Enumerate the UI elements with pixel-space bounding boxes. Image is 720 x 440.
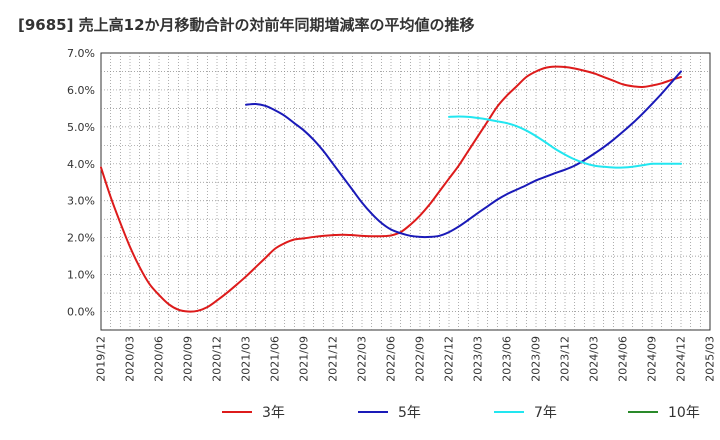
x-tick-label: 2023/03 — [472, 336, 485, 382]
x-tick-label: 2021/09 — [298, 336, 311, 382]
y-tick-label: 1.0% — [67, 269, 95, 282]
legend-label-1: 3年 — [262, 405, 285, 421]
x-tick-label: 2025/03 — [704, 336, 717, 382]
plot-area — [100, 52, 711, 331]
series-line-3 — [448, 115, 682, 169]
x-tick-label: 2020/06 — [153, 336, 166, 382]
x-tick-label: 2024/06 — [617, 336, 630, 382]
x-tick-label: 2021/03 — [240, 336, 253, 382]
x-tick-label: 2020/09 — [182, 336, 195, 382]
axes: 0.0% 1.0% 2.0% 3.0% 4.0% 5.0% 6.0% 7.0% 2019/12 2… — [67, 47, 716, 382]
x-tick-label: 2023/09 — [530, 336, 543, 382]
x-tick-label: 2019/12 — [95, 336, 108, 382]
legend-label-3: 7年 — [534, 405, 557, 421]
x-tick-label: 2023/06 — [501, 336, 514, 382]
y-tick-label: 2.0% — [67, 232, 95, 245]
y-tick-label: 6.0% — [67, 84, 95, 97]
legend: 3年 5年 7年 10年 — [222, 405, 700, 421]
series-line-2 — [245, 70, 682, 239]
x-tick-label: 2022/06 — [385, 336, 398, 382]
series-line-1 — [100, 65, 682, 313]
legend-label-4: 10年 — [668, 405, 700, 421]
y-tick-label: 7.0% — [67, 47, 95, 60]
x-tick-label: 2024/12 — [675, 336, 688, 382]
y-tick-label: 4.0% — [67, 158, 95, 171]
y-tick-label: 3.0% — [67, 195, 95, 208]
x-tick-label: 2020/12 — [211, 336, 224, 382]
x-tick-label: 2021/06 — [269, 336, 282, 382]
x-tick-label: 2021/12 — [327, 336, 340, 382]
chart-title: [9685] 売上高12か月移動合計の対前年同期増減率の平均値の推移 — [18, 16, 475, 34]
legend-label-2: 5年 — [398, 405, 421, 421]
x-tick-label: 2024/03 — [588, 336, 601, 382]
x-tick-label: 2024/09 — [646, 336, 659, 382]
y-tick-label: 0.0% — [67, 306, 95, 319]
x-tick-label: 2022/09 — [414, 336, 427, 382]
x-tick-label: 2023/12 — [559, 336, 572, 382]
x-tick-label: 2020/03 — [124, 336, 137, 382]
grid-lines — [101, 53, 710, 330]
y-tick-label: 5.0% — [67, 121, 95, 134]
x-tick-label: 2022/12 — [443, 336, 456, 382]
series-lines — [100, 65, 682, 313]
plot-frame — [100, 52, 711, 331]
x-tick-label: 2022/03 — [356, 336, 369, 382]
